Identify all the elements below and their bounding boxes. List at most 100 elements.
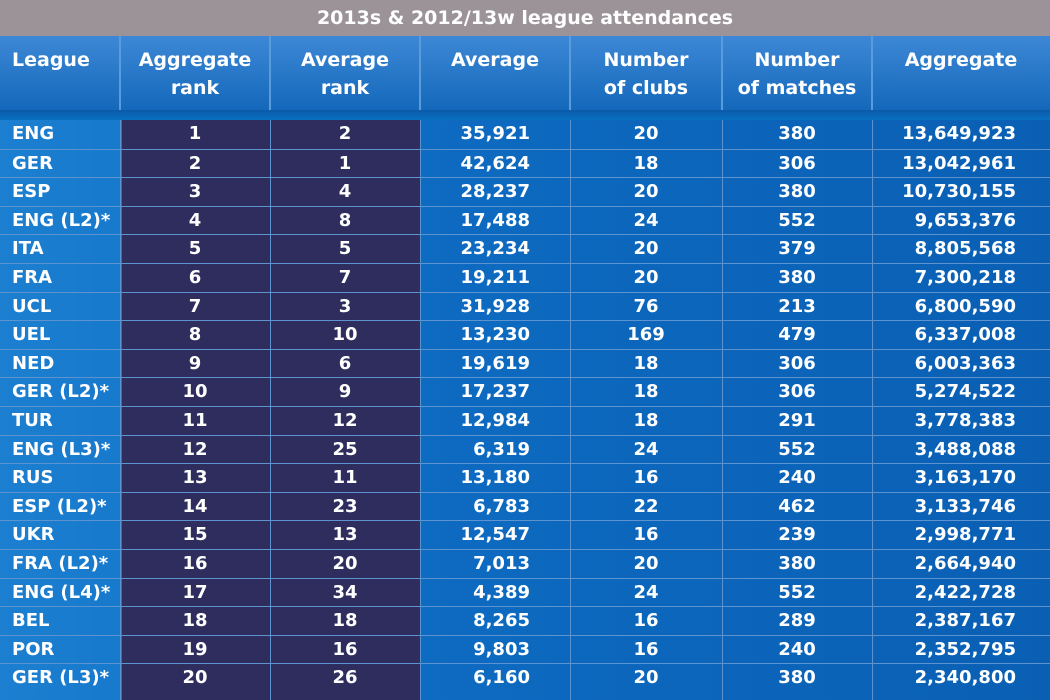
- cell-number-of-matches: 380: [778, 181, 816, 203]
- cell-league: ITA: [12, 238, 44, 260]
- cell-aggregate-rank: 19: [182, 638, 208, 660]
- table-row: GER 2 1 42,624 18 306 13,042,961: [0, 148, 1050, 178]
- cell-aggregate-rank: 14: [182, 495, 208, 517]
- cell-league: GER: [12, 152, 53, 174]
- cell-aggregate-rank: 11: [182, 410, 208, 431]
- table-row: ENG (L4)* 17 34 4,389 24 552 2,422,728: [0, 577, 1050, 607]
- cell-number-of-matches: 552: [778, 209, 816, 231]
- cell-aggregate: 13,042,961: [902, 152, 1016, 174]
- column-divider: [722, 120, 723, 700]
- cell-number-of-clubs: 169: [627, 324, 665, 346]
- rank-columns-highlight: [122, 120, 420, 700]
- header-divider: [419, 36, 421, 110]
- cell-number-of-clubs: 20: [633, 667, 659, 689]
- cell-average-rank: 7: [338, 267, 352, 288]
- header-divider: [269, 36, 271, 110]
- header-aggregate: Aggregate: [872, 36, 1050, 110]
- cell-league: FRA (L2)*: [12, 553, 109, 574]
- header-number-of-matches: Number of matches: [722, 36, 872, 110]
- cell-number-of-matches: 213: [778, 295, 816, 317]
- cell-number-of-clubs: 16: [633, 638, 659, 660]
- cell-league: ENG (L3)*: [12, 438, 111, 460]
- cell-average-rank: 26: [332, 667, 358, 689]
- column-divider: [872, 120, 873, 700]
- cell-number-of-clubs: 24: [633, 581, 659, 603]
- cell-number-of-matches: 240: [778, 467, 816, 489]
- cell-number-of-clubs: 24: [633, 438, 659, 460]
- cell-aggregate-rank: 12: [182, 438, 208, 460]
- cell-aggregate-rank: 18: [182, 610, 208, 632]
- cell-number-of-clubs: 18: [633, 352, 659, 374]
- cell-number-of-clubs: 22: [633, 495, 659, 517]
- cell-number-of-matches: 552: [778, 581, 816, 603]
- cell-number-of-clubs: 16: [633, 524, 659, 546]
- table-row: BEL 18 18 8,265 16 289 2,387,167: [0, 606, 1050, 635]
- cell-aggregate: 2,422,728: [914, 581, 1016, 603]
- cell-number-of-clubs: 20: [633, 267, 659, 288]
- cell-average: 31,928: [460, 295, 530, 317]
- header-average-rank-line: rank: [320, 77, 370, 99]
- header-aggregate-rank-line: Aggregate: [138, 49, 252, 71]
- cell-number-of-matches: 240: [778, 638, 816, 660]
- header-aggregate-rank: Aggregate rank: [120, 36, 270, 110]
- cell-number-of-clubs: 20: [633, 181, 659, 203]
- cell-number-of-matches: 306: [778, 381, 816, 403]
- cell-average-rank: 34: [332, 581, 358, 603]
- cell-average-rank: 5: [338, 238, 352, 260]
- cell-aggregate: 2,340,800: [914, 667, 1016, 689]
- cell-aggregate: 7,300,218: [914, 267, 1016, 288]
- column-divider: [120, 120, 121, 700]
- header-number-of-clubs: Number of clubs: [570, 36, 722, 110]
- cell-aggregate-rank: 5: [188, 238, 202, 260]
- table-row: ESP 3 4 28,237 20 380 10,730,155: [0, 177, 1050, 206]
- cell-aggregate-rank: 8: [188, 324, 202, 346]
- cell-number-of-matches: 380: [778, 123, 816, 144]
- header-number-of-clubs-line: Number: [603, 49, 689, 71]
- cell-aggregate: 3,133,746: [914, 495, 1016, 517]
- cell-aggregate: 3,778,383: [914, 410, 1016, 431]
- cell-league: FRA: [12, 267, 53, 288]
- cell-aggregate: 6,003,363: [914, 352, 1016, 374]
- table-title: 2013s & 2012/13w league attendances: [0, 0, 1050, 36]
- cell-average: 8,265: [473, 610, 530, 632]
- table-row: ESP (L2)* 14 23 6,783 22 462 3,133,746: [0, 491, 1050, 521]
- cell-league: UCL: [12, 295, 52, 317]
- cell-number-of-matches: 379: [778, 238, 816, 260]
- cell-aggregate-rank: 10: [182, 381, 208, 403]
- cell-number-of-matches: 306: [778, 352, 816, 374]
- cell-average: 12,547: [460, 524, 530, 546]
- cell-aggregate: 3,488,088: [914, 438, 1016, 460]
- table-row: UEL 8 10 13,230 169 479 6,337,008: [0, 320, 1050, 349]
- cell-aggregate: 2,664,940: [914, 553, 1016, 574]
- cell-average-rank: 10: [332, 324, 358, 346]
- cell-league: ESP: [12, 181, 51, 203]
- cell-average-rank: 23: [332, 495, 358, 517]
- header-number-of-matches-line: of matches: [737, 77, 857, 99]
- cell-aggregate: 2,352,795: [914, 638, 1016, 660]
- table-header: League Aggregate rank Average rank Average Num…: [0, 36, 1050, 110]
- cell-league: POR: [12, 638, 55, 660]
- cell-average: 42,624: [460, 152, 530, 174]
- table-row: NED 9 6 19,619 18 306 6,003,363: [0, 348, 1050, 378]
- cell-number-of-matches: 462: [778, 495, 816, 517]
- cell-average: 6,319: [473, 438, 530, 460]
- cell-number-of-clubs: 20: [633, 553, 659, 574]
- table-row: TUR 11 12 12,984 18 291 3,778,383: [0, 406, 1050, 435]
- table-row: POR 19 16 9,803 16 240 2,352,795: [0, 634, 1050, 664]
- cell-average: 17,488: [460, 209, 530, 231]
- cell-league: UKR: [12, 524, 55, 546]
- table-row: GER (L3)* 20 26 6,160 20 380 2,340,800: [0, 663, 1050, 692]
- cell-number-of-clubs: 24: [633, 209, 659, 231]
- cell-aggregate-rank: 2: [188, 152, 202, 174]
- header-average-line: Average: [451, 49, 539, 71]
- cell-average-rank: 12: [332, 410, 358, 431]
- cell-number-of-clubs: 76: [633, 295, 659, 317]
- cell-number-of-clubs: 20: [633, 123, 659, 144]
- cell-average-rank: 9: [338, 381, 352, 403]
- cell-average: 23,234: [460, 238, 530, 260]
- cell-average: 13,230: [460, 324, 530, 346]
- cell-aggregate-rank: 16: [182, 553, 208, 574]
- cell-average: 9,803: [473, 638, 530, 660]
- cell-average: 6,783: [473, 495, 530, 517]
